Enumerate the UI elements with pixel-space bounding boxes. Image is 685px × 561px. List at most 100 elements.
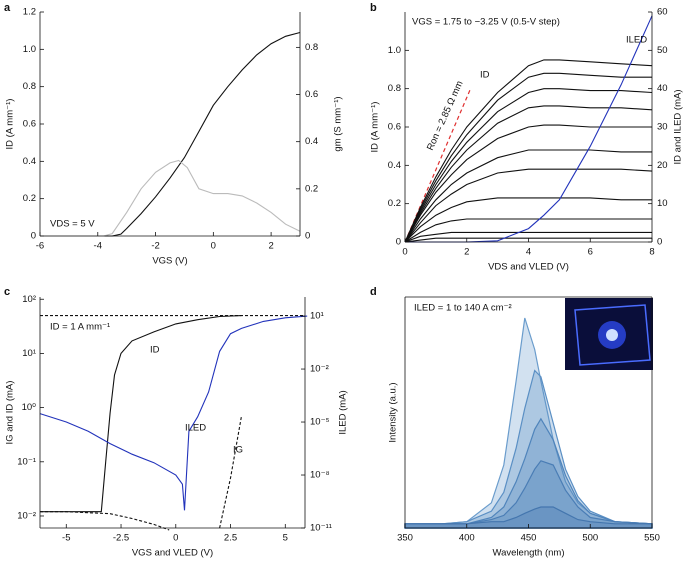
curve [404, 168, 653, 243]
x-tick-label: 450 [521, 533, 537, 544]
y2-tick-label: 20 [657, 160, 668, 171]
y-tick-label: 0.2 [388, 198, 401, 209]
x-tick-label: 4 [526, 247, 531, 258]
y2-tick-label: 0.6 [305, 89, 318, 100]
y-tick-label: 0.4 [388, 160, 401, 171]
x-axis-label: VDS and VLED (V) [488, 262, 569, 273]
y2-axis-label: ID and ILED (mA) [673, 90, 684, 165]
y-tick-label: 0.2 [23, 193, 36, 204]
x-tick-label: 0 [211, 241, 216, 252]
x-tick-label: 0 [402, 247, 407, 258]
y-tick-label: 0.6 [23, 119, 36, 130]
curve [404, 72, 652, 243]
y-tick-label: 1.0 [23, 44, 36, 55]
y2-tick-label: 50 [657, 45, 668, 56]
panel-label: c [4, 286, 10, 298]
curve [40, 159, 301, 237]
x-tick-label: 2 [464, 247, 469, 258]
curve [40, 415, 243, 531]
y-tick-label: 0.8 [23, 81, 36, 92]
annotation: ID [480, 70, 490, 81]
x-tick-label: -6 [36, 241, 44, 252]
annotation: ILED = 1 to 140 A cm⁻² [414, 303, 512, 314]
y2-tick-label: 0.2 [305, 183, 318, 194]
x-tick-label: 350 [397, 533, 413, 544]
y-tick-label: 10⁰ [22, 402, 37, 413]
y2-tick-label: 0.4 [305, 136, 318, 147]
x-tick-label: 2.5 [224, 533, 237, 544]
y2-tick-label: 10⁻⁵ [310, 417, 330, 428]
x-axis-label: VGS (V) [152, 256, 187, 267]
y-axis-label: ID (A mm⁻¹) [370, 102, 381, 153]
x-tick-label: 500 [582, 533, 598, 544]
curve [404, 88, 653, 243]
curve [40, 31, 301, 237]
curve [404, 149, 652, 243]
y2-tick-label: 10¹ [310, 311, 324, 322]
x-tick-label: -2 [151, 241, 159, 252]
x-tick-label: 0 [173, 533, 178, 544]
x-tick-label: -5 [62, 533, 70, 544]
y2-tick-label: 40 [657, 83, 668, 94]
x-tick-label: -2.5 [113, 533, 129, 544]
panel-label: b [370, 2, 377, 14]
panel-label: d [370, 286, 377, 298]
x-axis-label: VGS and VLED (V) [132, 548, 213, 559]
y2-tick-label: 0 [657, 237, 662, 248]
panel: -6 -4 -2 0 2 0 0.2 0.4 0.6 0.8 1.0 1.2 0 0.2 0.4 0.6 0.8… [4, 2, 344, 267]
y2-tick-label: 0.8 [305, 42, 318, 53]
curve [404, 237, 652, 243]
panel: -5 -2.5 0 2.5 5 10² 10¹ 10⁰ 10⁻¹ 10⁻² 10¹ 10⁻² 10⁻⁵ 1… [4, 286, 349, 559]
annotation: ID = 1 A mm⁻¹ [50, 322, 110, 333]
y-tick-label: 10⁻² [17, 510, 36, 521]
y-tick-label: 0 [396, 237, 401, 248]
annotation: VGS = 1.75 to −3.25 V (0.5-V step) [412, 17, 560, 28]
annotation: VDS = 5 V [50, 219, 95, 230]
y2-tick-label: 30 [657, 122, 668, 133]
y2-axis-label: gm (S mm⁻¹) [333, 96, 344, 151]
y-axis-label: IG and ID (mA) [5, 381, 16, 445]
y-axis-label: ID (A mm⁻¹) [5, 99, 16, 150]
x-tick-label: 550 [644, 533, 660, 544]
y-tick-label: 0.6 [388, 122, 401, 133]
annotation: Ron = 2.85 Ω mm [425, 79, 466, 152]
y2-tick-label: 10 [657, 198, 668, 209]
panel-label: a [4, 2, 11, 14]
y-tick-label: 0 [31, 231, 36, 242]
annotation: ILED [185, 423, 206, 434]
curve [404, 105, 653, 243]
x-tick-label: 8 [649, 247, 654, 258]
panel: 350 400 450 500 550 Wavelength (nm) Intensity … [370, 286, 660, 559]
y2-tick-label: 60 [657, 7, 668, 18]
annotation: ILED [626, 35, 647, 46]
y-tick-label: 10² [22, 294, 36, 305]
annotation: ID [150, 345, 160, 356]
y-tick-label: 1.2 [23, 7, 36, 18]
x-tick-label: 2 [268, 241, 273, 252]
curve [404, 218, 652, 243]
y2-tick-label: 10⁻¹¹ [310, 523, 332, 534]
y-tick-label: 1.0 [388, 45, 401, 56]
x-tick-label: -4 [94, 241, 102, 252]
x-tick-label: 400 [459, 533, 475, 544]
curve [39, 315, 308, 511]
y2-tick-label: 10⁻⁸ [310, 470, 330, 481]
y-tick-label: 10⁻¹ [17, 456, 36, 467]
curve [404, 231, 652, 243]
x-tick-label: 5 [283, 533, 288, 544]
y2-tick-label: 10⁻² [310, 364, 329, 375]
annotation: IG [233, 445, 243, 456]
curve [404, 59, 653, 243]
curve [40, 315, 242, 513]
y2-axis-label: ILED (mA) [338, 390, 349, 434]
y-axis-label: Intensity (a.u.) [388, 382, 399, 442]
x-axis-label: Wavelength (nm) [493, 548, 565, 559]
x-tick-label: 6 [588, 247, 593, 258]
y-tick-label: 0.4 [23, 156, 36, 167]
y2-tick-label: 0 [305, 231, 310, 242]
y-tick-label: 10¹ [22, 348, 36, 359]
curve [404, 197, 652, 243]
curve [404, 124, 652, 243]
